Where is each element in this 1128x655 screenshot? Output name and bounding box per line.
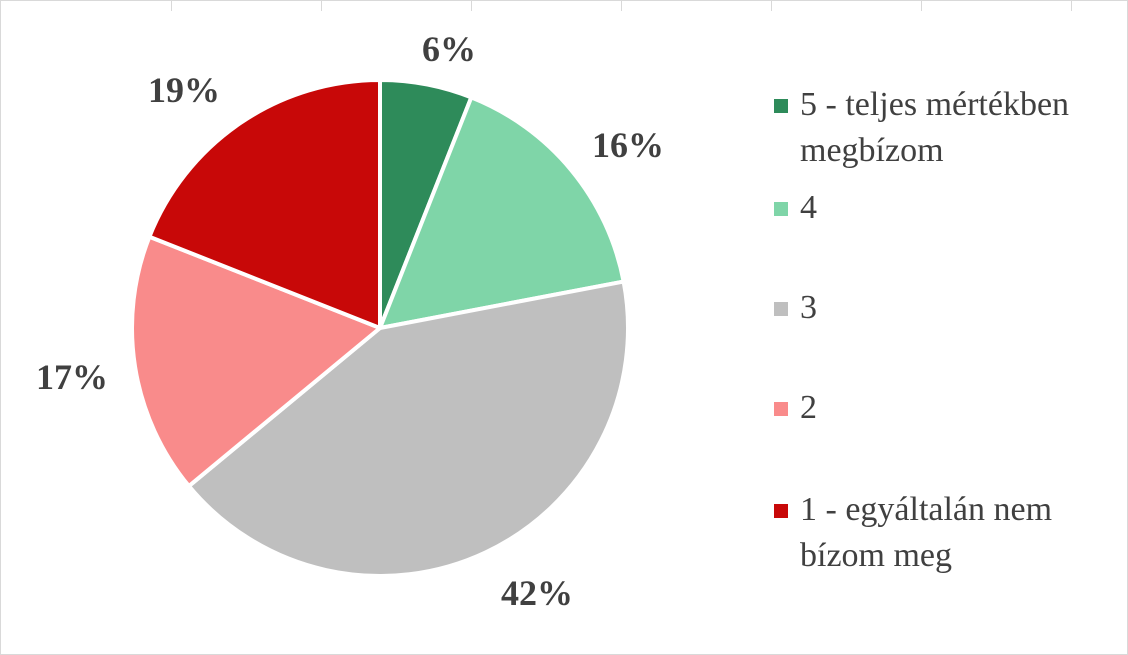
legend-item: 2 [774,385,1124,431]
top-gridline [321,1,322,11]
legend-item: 5 - teljes mértékben megbízom [774,82,1124,174]
legend-label: megbízom [800,132,944,169]
legend-swatch [774,99,788,113]
legend-label: 2 [800,389,817,426]
top-gridline [621,1,622,11]
slice-value-label: 17% [36,357,108,397]
pie-slice [130,234,382,489]
legend-label: 3 [800,289,817,326]
legend-item: 1 - egyáltalán nem bízom meg [774,487,1124,579]
slice-value-label: 16% [592,125,664,165]
legend-swatch [774,202,788,216]
top-gridline [1071,1,1072,11]
top-gridline [471,1,472,11]
legend-label: 4 [800,189,817,226]
legend-label: 1 - egyáltalán nem [800,491,1053,528]
pie-slice [378,95,626,330]
legend-item: 3 [774,285,1124,331]
slice-value-label: 42% [501,573,573,613]
legend-swatch [774,504,788,518]
legend-label: bízom meg [800,537,953,574]
slice-value-label: 19% [148,70,220,110]
top-gridline [921,1,922,11]
top-gridline [771,1,772,11]
top-gridline [171,1,172,11]
legend-label: 5 - teljes mértékben [800,86,1070,123]
pie-slice [147,78,382,330]
legend-item: 4 [774,185,1124,231]
pie-slice [186,279,630,578]
legend-swatch [774,302,788,316]
legend-swatch [774,402,788,416]
slice-value-label: 6% [422,29,476,69]
